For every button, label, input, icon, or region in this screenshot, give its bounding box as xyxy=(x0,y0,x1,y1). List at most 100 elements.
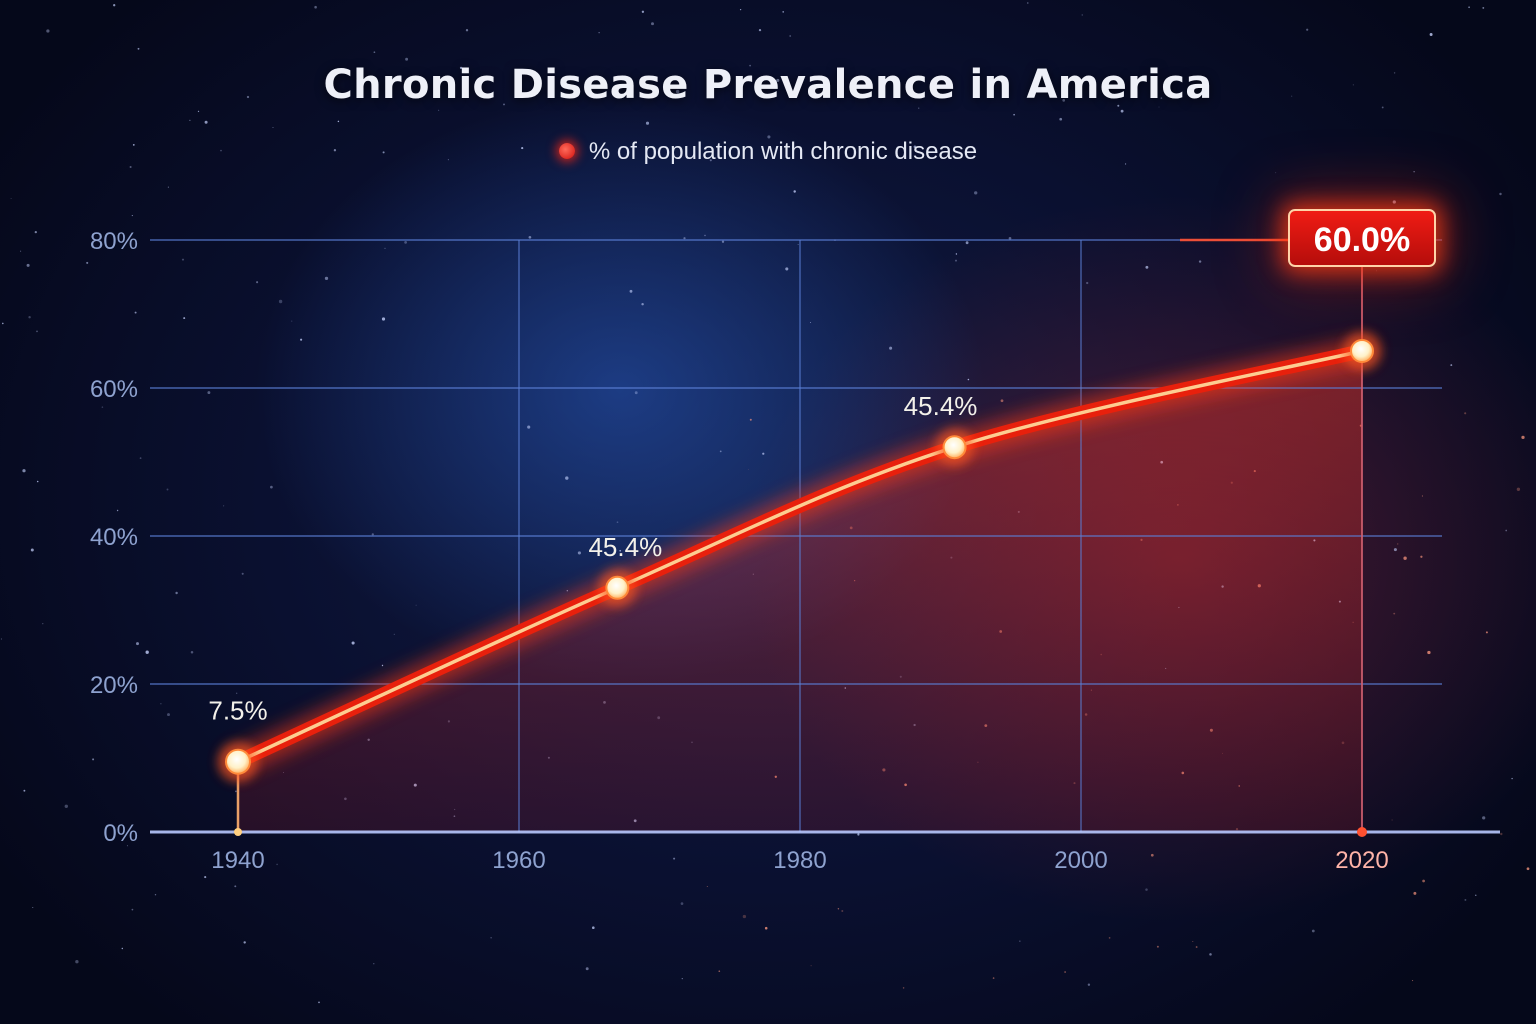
star-particle xyxy=(810,321,811,323)
star-particle xyxy=(1393,548,1397,552)
star-particle xyxy=(1120,109,1124,113)
star-particle xyxy=(721,240,725,243)
star-particle xyxy=(585,967,589,971)
star-particle xyxy=(190,651,194,654)
star-particle xyxy=(371,533,374,536)
star-particle xyxy=(490,937,492,939)
star-particle xyxy=(641,10,645,13)
star-particle xyxy=(1081,14,1083,16)
star-particle xyxy=(22,469,26,473)
star-particle xyxy=(1393,72,1396,74)
star-particle xyxy=(598,32,600,34)
star-particle xyxy=(1526,867,1530,871)
star-particle xyxy=(0,638,2,640)
star-particle xyxy=(447,159,449,161)
data-point xyxy=(1350,339,1374,363)
star-particle xyxy=(300,338,303,341)
star-particle xyxy=(42,623,44,625)
star-particle xyxy=(381,317,386,321)
star-particle xyxy=(1381,106,1384,109)
star-particle xyxy=(1427,650,1431,655)
star-particle xyxy=(166,488,169,491)
y-tick-label: 60% xyxy=(90,376,138,403)
legend-label: % of population with chronic disease xyxy=(588,138,978,165)
star-particle xyxy=(1192,940,1194,943)
star-particle xyxy=(204,120,208,124)
star-particle xyxy=(782,79,786,82)
star-particle xyxy=(337,120,340,123)
star-particle xyxy=(674,75,678,79)
star-particle xyxy=(967,378,970,381)
star-particle xyxy=(566,590,568,592)
data-point xyxy=(225,748,251,775)
y-tick-label: 0% xyxy=(103,820,138,847)
star-particle xyxy=(1482,816,1486,820)
star-particle xyxy=(381,664,384,667)
star-particle xyxy=(131,215,133,217)
star-particle xyxy=(23,789,26,792)
star-particle xyxy=(857,833,860,836)
star-particle xyxy=(749,64,751,67)
x-axis-start-marker xyxy=(234,828,242,836)
star-particle xyxy=(1117,104,1120,107)
star-particle xyxy=(521,147,524,150)
star-particle xyxy=(404,241,407,244)
star-particle xyxy=(1413,891,1417,895)
star-particle xyxy=(46,29,50,33)
star-particle xyxy=(333,149,337,152)
star-particle xyxy=(1,322,4,325)
star-particle xyxy=(437,109,440,111)
star-particle xyxy=(272,126,274,128)
star-particle xyxy=(351,641,355,645)
star-particle xyxy=(965,241,969,245)
star-particle xyxy=(704,234,706,237)
y-tick-label: 80% xyxy=(90,228,138,255)
star-particle xyxy=(373,963,375,965)
star-particle xyxy=(577,551,581,555)
star-particle xyxy=(1059,117,1063,121)
chart-title: Chronic Disease Prevalence in America xyxy=(323,62,1213,108)
star-particle xyxy=(955,253,958,255)
star-particle xyxy=(278,299,283,304)
star-particle xyxy=(1464,412,1467,415)
star-particle xyxy=(1468,6,1470,9)
star-particle xyxy=(1403,556,1407,560)
star-particle xyxy=(1521,435,1525,440)
star-particle xyxy=(629,289,633,293)
star-particle xyxy=(1516,487,1521,491)
x-tick-label: 1980 xyxy=(773,847,826,874)
star-particle xyxy=(405,57,409,61)
star-particle xyxy=(1086,281,1089,285)
star-particle xyxy=(121,947,124,950)
star-particle xyxy=(1013,113,1015,116)
star-particle xyxy=(1464,898,1467,901)
star-particle xyxy=(183,317,186,320)
star-particle xyxy=(528,235,532,239)
legend: % of population with chronic disease xyxy=(0,138,1536,166)
star-particle xyxy=(1275,172,1277,174)
star-particle xyxy=(837,908,840,910)
star-particle xyxy=(706,885,708,888)
star-particle xyxy=(1421,495,1423,497)
star-particle xyxy=(1450,364,1453,367)
star-particle xyxy=(241,572,244,575)
star-particle xyxy=(36,330,38,333)
star-particle xyxy=(459,66,463,70)
star-particle xyxy=(776,78,780,82)
star-particle xyxy=(465,29,469,32)
star-particle xyxy=(1087,983,1091,986)
star-particle xyxy=(204,876,207,879)
star-particle xyxy=(207,391,211,395)
star-particle xyxy=(160,703,162,705)
star-particle xyxy=(197,110,200,113)
y-tick-label: 20% xyxy=(90,672,138,699)
star-particle xyxy=(36,480,39,483)
star-particle xyxy=(28,316,31,319)
star-particle xyxy=(113,4,116,7)
star-particle xyxy=(314,5,317,9)
star-particle xyxy=(236,692,238,694)
star-particle xyxy=(154,894,157,896)
data-point xyxy=(605,575,630,600)
